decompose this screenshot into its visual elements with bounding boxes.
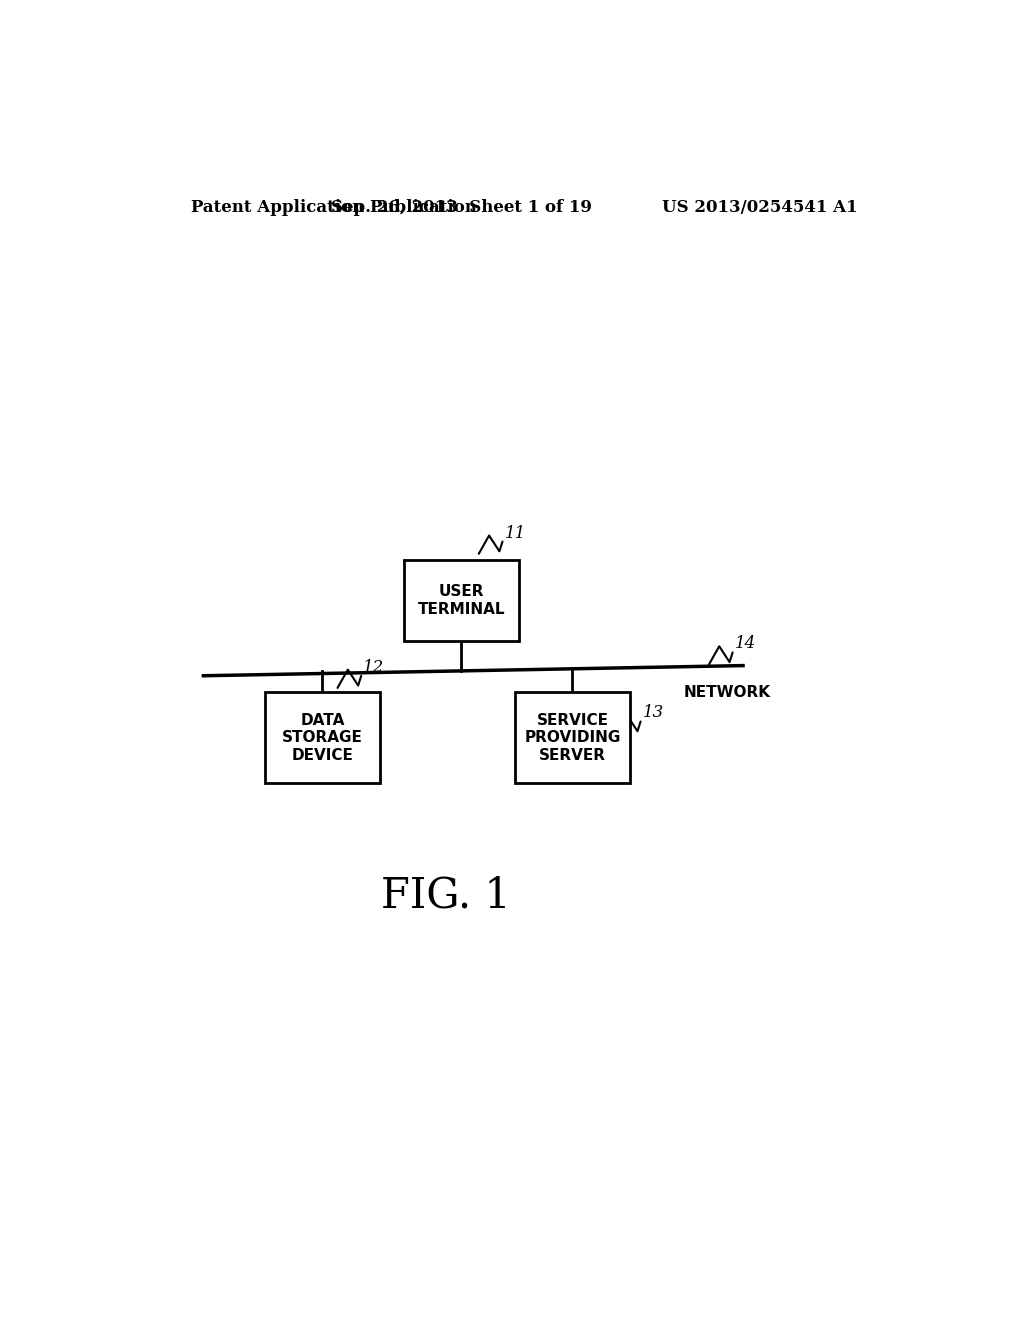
Text: 12: 12	[364, 659, 385, 676]
Text: SERVICE
PROVIDING
SERVER: SERVICE PROVIDING SERVER	[524, 713, 621, 763]
FancyBboxPatch shape	[403, 560, 519, 642]
Text: FIG. 1: FIG. 1	[381, 874, 510, 916]
FancyBboxPatch shape	[515, 692, 630, 784]
Text: DATA
STORAGE
DEVICE: DATA STORAGE DEVICE	[282, 713, 362, 763]
Text: Sep. 26, 2013  Sheet 1 of 19: Sep. 26, 2013 Sheet 1 of 19	[331, 199, 592, 215]
Text: NETWORK: NETWORK	[684, 685, 770, 700]
Text: 14: 14	[734, 635, 756, 652]
FancyBboxPatch shape	[265, 692, 380, 784]
Text: US 2013/0254541 A1: US 2013/0254541 A1	[663, 199, 858, 215]
Text: Patent Application Publication: Patent Application Publication	[191, 199, 477, 215]
Text: 11: 11	[505, 524, 525, 541]
Text: USER
TERMINAL: USER TERMINAL	[418, 585, 505, 616]
Text: 13: 13	[643, 705, 664, 722]
